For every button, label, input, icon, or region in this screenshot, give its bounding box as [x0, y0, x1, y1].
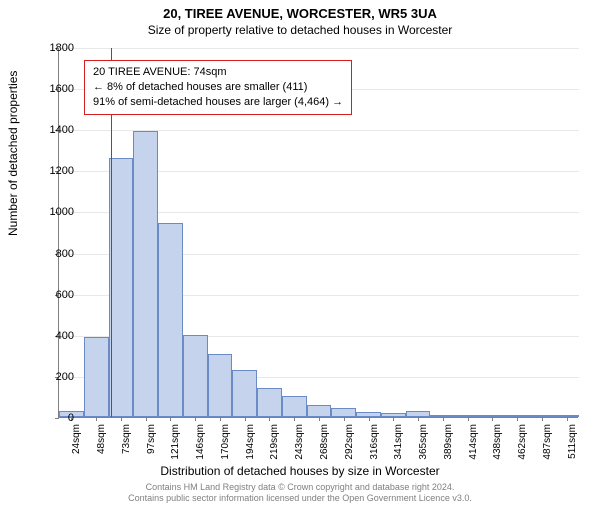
x-tick: [146, 417, 147, 421]
y-tick-label: 0: [24, 412, 74, 424]
x-tick-label: 389sqm: [443, 424, 454, 464]
x-tick: [567, 417, 568, 421]
x-tick: [170, 417, 171, 421]
x-tick-label: 121sqm: [170, 424, 181, 464]
x-tick: [319, 417, 320, 421]
gridline: [59, 48, 579, 49]
x-tick-label: 97sqm: [146, 424, 157, 464]
y-tick-label: 200: [24, 371, 74, 383]
annotation-line: 20 TIREE AVENUE: 74sqm: [93, 65, 343, 80]
histogram-bar: [158, 223, 183, 417]
y-tick-label: 600: [24, 289, 74, 301]
histogram-bar: [257, 388, 282, 417]
histogram-bar: [208, 354, 233, 417]
x-tick-label: 194sqm: [245, 424, 256, 464]
x-tick: [344, 417, 345, 421]
x-tick-label: 487sqm: [542, 424, 553, 464]
x-tick-label: 268sqm: [319, 424, 330, 464]
x-tick-label: 365sqm: [418, 424, 429, 464]
x-tick-label: 24sqm: [71, 424, 82, 464]
x-tick-label: 73sqm: [121, 424, 132, 464]
chart-subtitle: Size of property relative to detached ho…: [0, 23, 600, 37]
histogram-bar: [331, 408, 356, 417]
x-tick: [393, 417, 394, 421]
x-tick: [468, 417, 469, 421]
x-tick: [220, 417, 221, 421]
annotation-line: 91% of semi-detached houses are larger (…: [93, 95, 343, 110]
x-tick-label: 170sqm: [220, 424, 231, 464]
x-axis-label: Distribution of detached houses by size …: [0, 464, 600, 478]
x-tick-label: 292sqm: [344, 424, 355, 464]
histogram-bar: [133, 131, 158, 417]
x-tick: [542, 417, 543, 421]
annotation-line: ← 8% of detached houses are smaller (411…: [93, 80, 343, 95]
footer-line-2: Contains public sector information licen…: [0, 493, 600, 504]
histogram-bar: [307, 405, 332, 417]
x-tick-label: 243sqm: [294, 424, 305, 464]
x-tick-label: 316sqm: [369, 424, 380, 464]
y-axis-label: Number of detached properties: [6, 71, 20, 236]
y-tick-label: 1600: [24, 83, 74, 95]
x-tick-label: 219sqm: [269, 424, 280, 464]
footer-attribution: Contains HM Land Registry data © Crown c…: [0, 482, 600, 505]
x-tick-label: 341sqm: [393, 424, 404, 464]
y-tick-label: 1400: [24, 124, 74, 136]
x-tick: [517, 417, 518, 421]
x-tick: [269, 417, 270, 421]
x-tick-label: 146sqm: [195, 424, 206, 464]
x-tick-label: 48sqm: [96, 424, 107, 464]
histogram-bar: [232, 370, 257, 417]
x-tick-label: 511sqm: [567, 424, 578, 464]
x-tick: [121, 417, 122, 421]
histogram-bar: [84, 337, 109, 417]
y-tick-label: 1200: [24, 165, 74, 177]
histogram-bar: [282, 396, 307, 417]
y-tick-label: 800: [24, 248, 74, 260]
y-tick-label: 400: [24, 330, 74, 342]
y-tick-label: 1800: [24, 42, 74, 54]
x-tick-label: 438sqm: [492, 424, 503, 464]
footer-line-1: Contains HM Land Registry data © Crown c…: [0, 482, 600, 493]
x-tick: [96, 417, 97, 421]
annotation-box: 20 TIREE AVENUE: 74sqm← 8% of detached h…: [84, 60, 352, 115]
x-tick: [492, 417, 493, 421]
x-tick: [418, 417, 419, 421]
x-tick-label: 414sqm: [468, 424, 479, 464]
x-tick: [245, 417, 246, 421]
x-tick: [294, 417, 295, 421]
x-tick: [195, 417, 196, 421]
y-tick-label: 1000: [24, 206, 74, 218]
chart-title: 20, TIREE AVENUE, WORCESTER, WR5 3UA: [0, 6, 600, 21]
x-tick-label: 462sqm: [517, 424, 528, 464]
x-tick: [443, 417, 444, 421]
histogram-bar: [183, 335, 208, 417]
chart-area: 24sqm48sqm73sqm97sqm121sqm146sqm170sqm19…: [58, 48, 578, 418]
histogram-bar: [109, 158, 134, 417]
x-tick: [369, 417, 370, 421]
